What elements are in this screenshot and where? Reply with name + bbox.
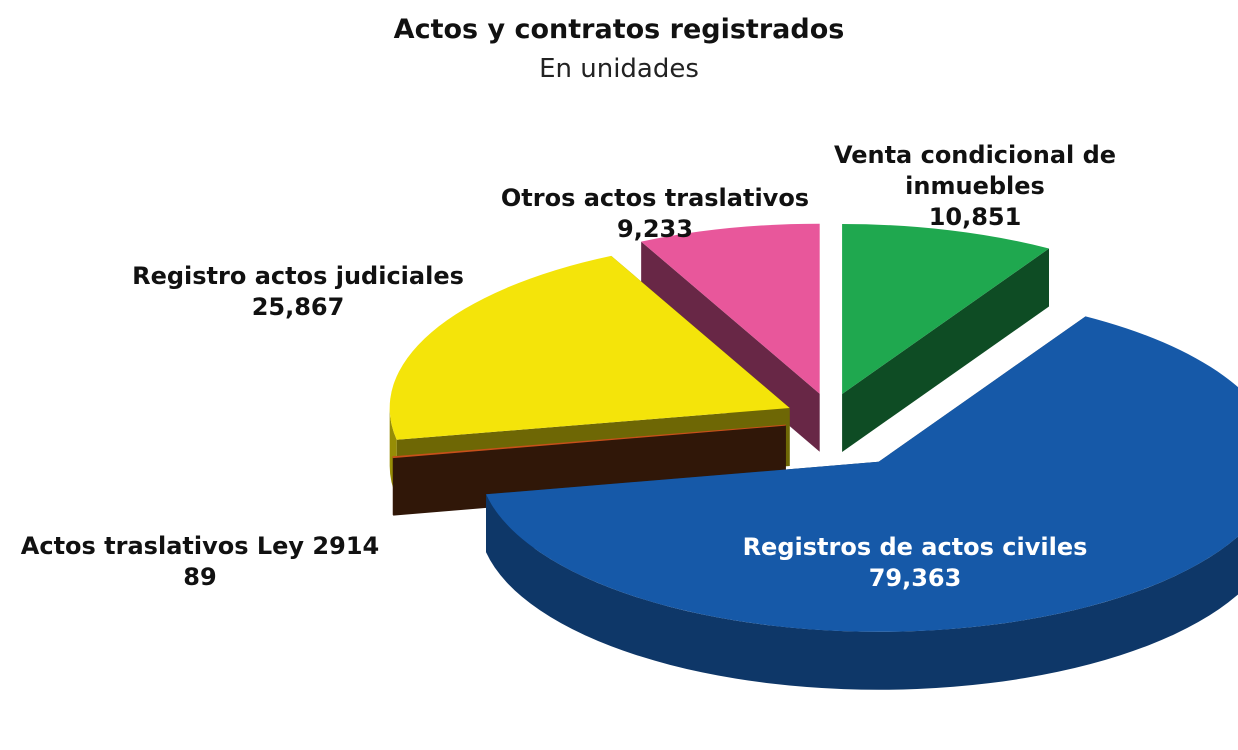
slice [842, 223, 1049, 394]
label-value: 9,233 [617, 215, 693, 243]
data-label: Registros de actos civiles 79,363 [743, 532, 1088, 594]
data-label: Otros actos traslativos 9,233 [501, 183, 809, 245]
label-value: 25,867 [251, 293, 345, 321]
label-name: Registro actos judiciales [132, 262, 464, 290]
data-label: Venta condicional de inmuebles 10,851 [815, 140, 1135, 233]
label-name: Venta condicional de inmuebles [833, 141, 1117, 200]
slice [486, 316, 1238, 690]
slice [392, 424, 786, 516]
label-value: 89 [183, 563, 217, 591]
slice [389, 255, 790, 440]
label-value: 10,851 [928, 203, 1022, 231]
slice-side [392, 425, 786, 515]
chart-subtitle: En unidades [539, 54, 699, 84]
slice [641, 223, 820, 394]
slice-side [842, 248, 1049, 452]
label-name: Actos traslativos Ley 2914 [20, 532, 380, 560]
chart-title: Actos y contratos registrados [393, 14, 845, 45]
slice-edge [486, 494, 1238, 690]
slice [486, 316, 1238, 632]
data-label: Registro actos judiciales 25,867 [132, 261, 464, 323]
label-name: Registros de actos civiles [742, 533, 1088, 561]
label-value: 79,363 [868, 564, 962, 592]
slice [842, 223, 1049, 452]
label-name: Otros actos traslativos [500, 184, 810, 212]
data-label: Actos traslativos Ley 2914 89 [21, 531, 379, 593]
slice [392, 424, 786, 459]
